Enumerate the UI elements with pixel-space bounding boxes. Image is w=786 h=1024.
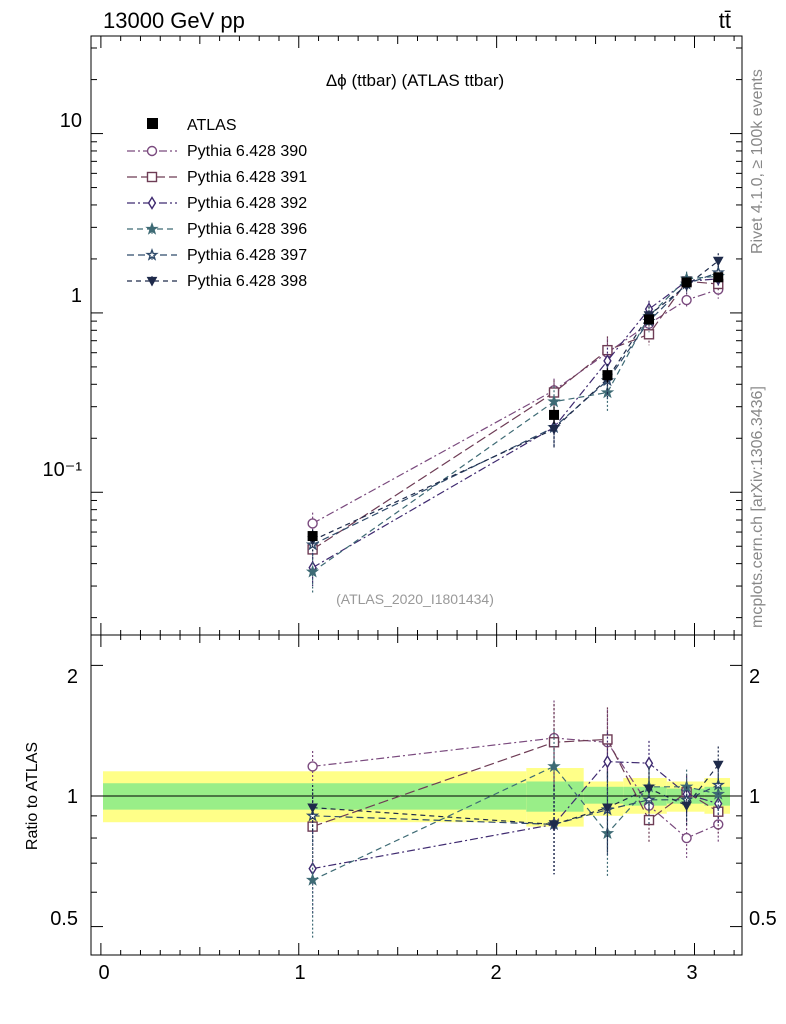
data-point <box>307 518 318 529</box>
ratio-ytick-labels-left: 2 1 0.5 <box>50 666 78 930</box>
legend-label-397: Pythia 6.428 397 <box>187 247 307 264</box>
plot-title: Δϕ (ttbar) (ATLAS ttbar) <box>326 71 504 90</box>
main-axis-ticks <box>91 36 742 635</box>
ratio-ytick-0-5: 0.5 <box>50 908 78 930</box>
ratio-ytick-2-right: 2 <box>749 666 760 688</box>
ratio-point <box>548 820 560 830</box>
ratio-point <box>603 754 612 769</box>
atlas-point <box>681 277 692 288</box>
data-point <box>643 329 655 340</box>
legend-marker <box>146 145 158 157</box>
xtick-labels: 0 1 2 3 <box>98 962 697 984</box>
ratio-point <box>681 801 692 812</box>
atlas-point <box>713 272 724 283</box>
main-plot-panel: Δϕ (ttbar) (ATLAS ttbar) (ATLAS_2020_I18… <box>43 35 743 636</box>
ratio-point <box>602 734 613 745</box>
xtick-label-0: 0 <box>98 962 109 984</box>
ratio-point <box>643 784 655 795</box>
ratio-series-396 <box>305 729 726 939</box>
ratio-series-398 <box>307 746 724 875</box>
ratio-series-392 <box>308 732 723 916</box>
side-label-bottom: mcplots.cern.ch [arXiv:1306.3436] <box>749 386 766 628</box>
ratio-ytick-1-right: 1 <box>749 786 760 808</box>
legend: ATLAS Pythia 6.428 390 Pythia 6.428 391 … <box>127 117 307 290</box>
legend-marker-atlas <box>147 118 158 129</box>
ratio-ytick-1: 1 <box>67 786 78 808</box>
series-line <box>312 275 719 573</box>
ratio-ylabel: Ratio to ATLAS <box>24 742 41 850</box>
series-398 <box>307 253 724 553</box>
ratio-point <box>307 761 318 772</box>
ratio-line <box>312 737 719 839</box>
inner-band <box>583 786 624 804</box>
legend-label-390: Pythia 6.428 390 <box>187 143 307 160</box>
main-ytick-labels: 10 1 10⁻¹ <box>43 110 83 481</box>
atlas-point <box>602 370 613 381</box>
data-point <box>305 564 320 578</box>
ratio-point <box>307 803 318 814</box>
ratio-line <box>312 765 719 881</box>
atlas-point <box>549 409 560 420</box>
legend-marker <box>146 276 158 287</box>
legend-label-392: Pythia 6.428 392 <box>187 195 307 212</box>
ratio-point <box>602 803 613 814</box>
ytick-label-0-1: 10⁻¹ <box>43 459 83 481</box>
series-392 <box>308 271 723 587</box>
xtick-label-3: 3 <box>686 962 697 984</box>
legend-marker <box>145 222 159 235</box>
series-line <box>312 271 719 546</box>
analysis-id: (ATLAS_2020_I1801434) <box>336 591 494 607</box>
series-line <box>312 280 719 550</box>
process-label: tt̄ <box>719 8 731 33</box>
title-symbol: Δϕ <box>326 71 347 90</box>
ratio-series-group <box>305 700 726 939</box>
data-point <box>712 256 724 267</box>
legend-label-atlas: ATLAS <box>187 117 237 134</box>
series-line <box>312 288 719 525</box>
data-point <box>681 294 692 306</box>
ytick-label-1: 1 <box>71 285 82 307</box>
ratio-line <box>312 784 719 826</box>
ratio-line <box>312 764 719 826</box>
ratio-ytick-2: 2 <box>67 666 78 688</box>
xtick-label-1: 1 <box>294 962 305 984</box>
ratio-ytick-0-5-right: 0.5 <box>749 908 777 930</box>
atlas-point <box>644 314 654 325</box>
ratio-point <box>547 759 561 773</box>
ratio-line <box>312 760 719 870</box>
atlas-point <box>307 531 318 542</box>
xtick-label-2: 2 <box>490 962 501 984</box>
uncertainty-bands <box>103 768 730 827</box>
legend-marker <box>147 196 157 210</box>
title-rest: (ttbar) (ATLAS ttbar) <box>347 71 504 90</box>
legend-label-396: Pythia 6.428 396 <box>187 221 307 238</box>
series-line <box>312 260 719 541</box>
ratio-point <box>305 873 320 886</box>
ratio-ytick-labels-right: 2 1 0.5 <box>749 666 777 930</box>
ratio-plot-panel: 2 1 0.5 2 1 0.5 Ratio to ATLAS 0 1 2 3 <box>24 634 777 984</box>
energy-label: 13000 GeV pp <box>103 8 245 33</box>
data-point <box>548 425 560 435</box>
legend-marker <box>145 248 159 261</box>
legend-label-391: Pythia 6.428 391 <box>187 169 307 186</box>
series-391 <box>307 273 724 564</box>
ratio-point <box>681 832 692 844</box>
atlas-data-group <box>307 272 724 542</box>
ratio-frame <box>90 634 743 956</box>
legend-label-398: Pythia 6.428 398 <box>187 273 307 290</box>
main-series-group <box>305 253 726 595</box>
ratio-point <box>712 760 724 771</box>
side-label-top: Rivet 4.1.0, ≥ 100k events <box>749 69 766 254</box>
ratio-axis-ticks <box>91 635 742 955</box>
series-390 <box>307 281 724 537</box>
inner-band <box>526 781 584 812</box>
data-point <box>547 394 561 408</box>
ytick-label-10: 10 <box>60 110 82 132</box>
legend-marker <box>146 171 158 183</box>
